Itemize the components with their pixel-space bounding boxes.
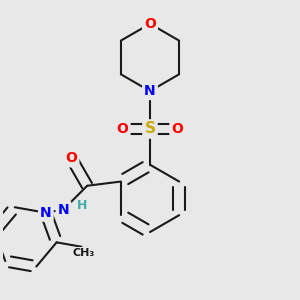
- Text: O: O: [65, 152, 77, 165]
- Text: N: N: [40, 206, 52, 220]
- Text: N: N: [58, 202, 69, 217]
- Text: N: N: [144, 84, 156, 98]
- Text: H: H: [77, 199, 88, 212]
- Text: O: O: [144, 17, 156, 31]
- Text: S: S: [145, 122, 155, 136]
- Text: O: O: [171, 122, 183, 136]
- Text: CH₃: CH₃: [73, 248, 95, 258]
- Text: O: O: [117, 122, 129, 136]
